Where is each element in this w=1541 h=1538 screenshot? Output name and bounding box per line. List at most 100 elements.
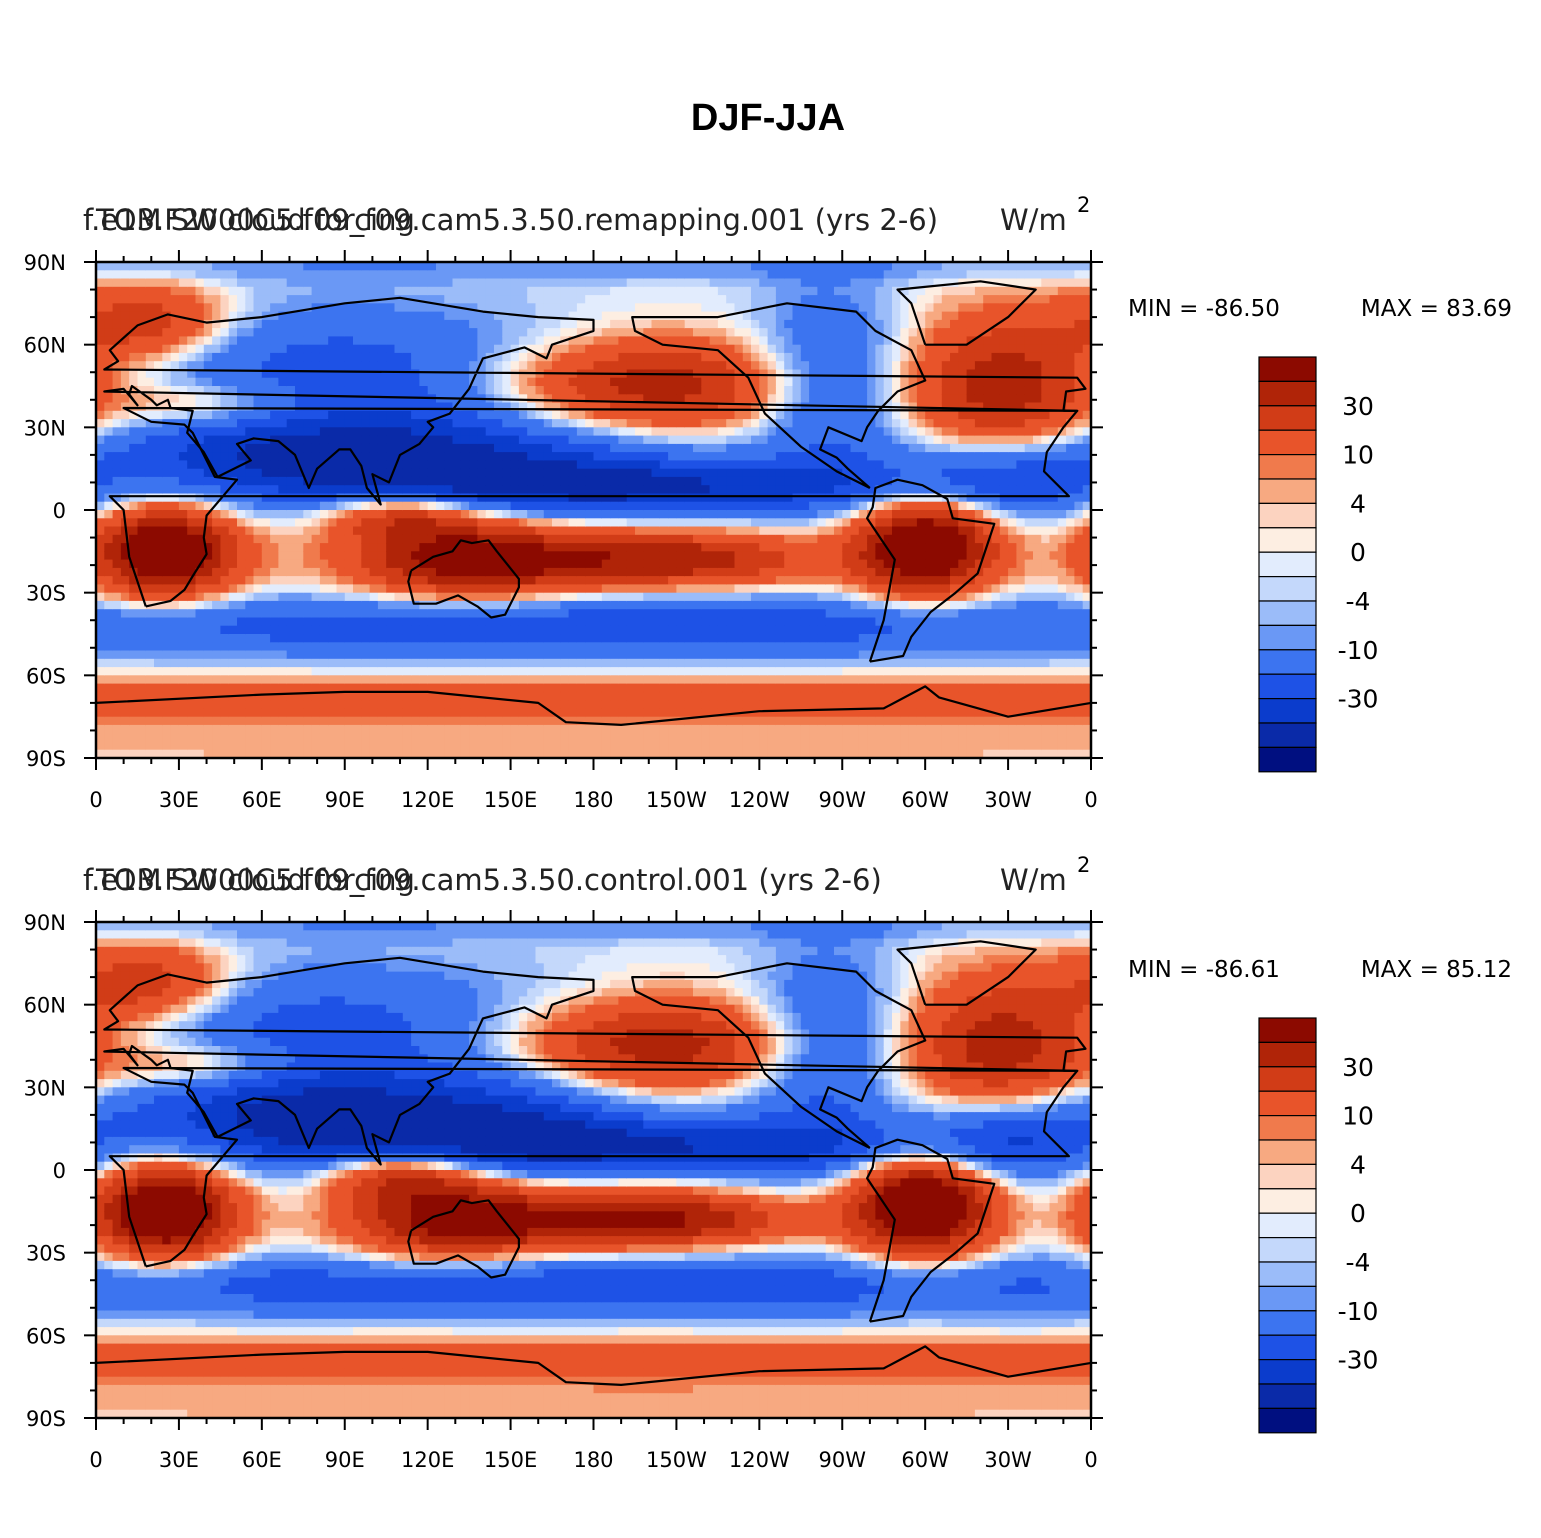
field-cell	[120, 485, 130, 495]
field-cell	[452, 683, 462, 693]
field-cell	[477, 526, 487, 536]
field-cell	[203, 452, 213, 461]
field-cell	[278, 311, 288, 321]
field-cell	[253, 262, 263, 271]
field-cell	[170, 716, 180, 726]
field-cell	[518, 476, 528, 486]
field-cell	[427, 377, 437, 387]
field-cell	[552, 303, 561, 313]
field-cell	[203, 361, 213, 371]
field-cell	[593, 700, 603, 709]
field-cell	[568, 295, 578, 304]
field-cell	[560, 625, 570, 635]
field-cell	[145, 526, 155, 536]
field-cell	[701, 741, 711, 751]
field-cell	[585, 625, 595, 635]
field-cell	[444, 352, 454, 362]
field-cell	[610, 543, 619, 552]
field-cell	[129, 493, 139, 503]
field-cell	[734, 468, 744, 478]
field-cell	[129, 361, 139, 371]
field-cell	[568, 286, 578, 296]
field-cell	[386, 501, 396, 511]
field-cell	[311, 534, 321, 544]
field-cell	[253, 493, 263, 503]
field-cell	[344, 402, 354, 412]
field-cell	[684, 361, 694, 371]
field-cell	[477, 435, 487, 445]
field-cell	[278, 724, 288, 734]
field-cell	[237, 427, 246, 437]
field-cell	[377, 419, 387, 428]
field-cell	[286, 311, 296, 321]
field-cell	[212, 493, 221, 503]
field-cell	[618, 501, 628, 511]
field-cell	[485, 485, 495, 495]
field-cell	[303, 435, 313, 445]
field-cell	[701, 286, 711, 296]
field-cell	[518, 700, 528, 709]
field-cell	[684, 303, 694, 313]
field-cell	[444, 609, 454, 619]
field-cell	[361, 634, 371, 643]
field-cell	[717, 427, 727, 437]
field-cell	[734, 435, 744, 445]
field-cell	[518, 352, 528, 362]
field-cell	[278, 617, 288, 627]
field-cell	[651, 435, 661, 445]
field-cell	[568, 510, 578, 519]
field-cell	[104, 534, 114, 544]
field-cell	[635, 510, 644, 519]
field-cell	[228, 319, 238, 329]
field-cell	[361, 278, 371, 288]
field-cell	[311, 658, 321, 668]
field-cell	[203, 270, 213, 280]
field-cell	[693, 600, 702, 610]
field-cell	[104, 278, 114, 288]
field-cell	[427, 584, 437, 594]
field-cell	[212, 708, 221, 718]
field-cell	[601, 708, 611, 718]
field-cell	[444, 584, 454, 594]
field-cell	[270, 402, 279, 412]
field-cell	[311, 510, 321, 519]
field-cell	[618, 642, 628, 652]
field-cell	[527, 576, 537, 585]
field-cell	[137, 262, 147, 271]
field-cell	[377, 518, 387, 528]
field-cell	[270, 609, 279, 619]
field-cell	[377, 270, 387, 280]
field-cell	[319, 741, 329, 751]
field-cell	[419, 501, 429, 511]
field-cell	[129, 658, 139, 668]
field-cell	[178, 319, 188, 329]
field-cell	[212, 452, 221, 461]
field-cell	[178, 724, 188, 734]
field-cell	[726, 410, 736, 420]
field-cell	[676, 286, 686, 296]
field-cell	[261, 278, 271, 288]
field-cell	[295, 650, 304, 660]
field-cell	[626, 642, 636, 652]
field-cell	[485, 741, 495, 751]
field-cell	[129, 592, 139, 602]
field-cell	[651, 526, 661, 536]
field-cell	[585, 741, 595, 751]
field-cell	[261, 609, 271, 619]
field-cell	[618, 683, 628, 693]
field-cell	[402, 270, 412, 280]
field-cell	[361, 303, 371, 313]
field-cell	[154, 501, 163, 511]
field-cell	[178, 526, 188, 536]
field-cell	[386, 551, 396, 561]
field-cell	[237, 625, 246, 635]
field-cell	[195, 634, 205, 643]
field-cell	[626, 708, 636, 718]
field-cell	[659, 386, 669, 395]
field-cell	[593, 658, 603, 668]
field-cell	[444, 452, 454, 461]
field-cell	[543, 625, 553, 635]
field-cell	[510, 493, 520, 503]
field-cell	[618, 435, 628, 445]
field-cell	[319, 336, 329, 346]
